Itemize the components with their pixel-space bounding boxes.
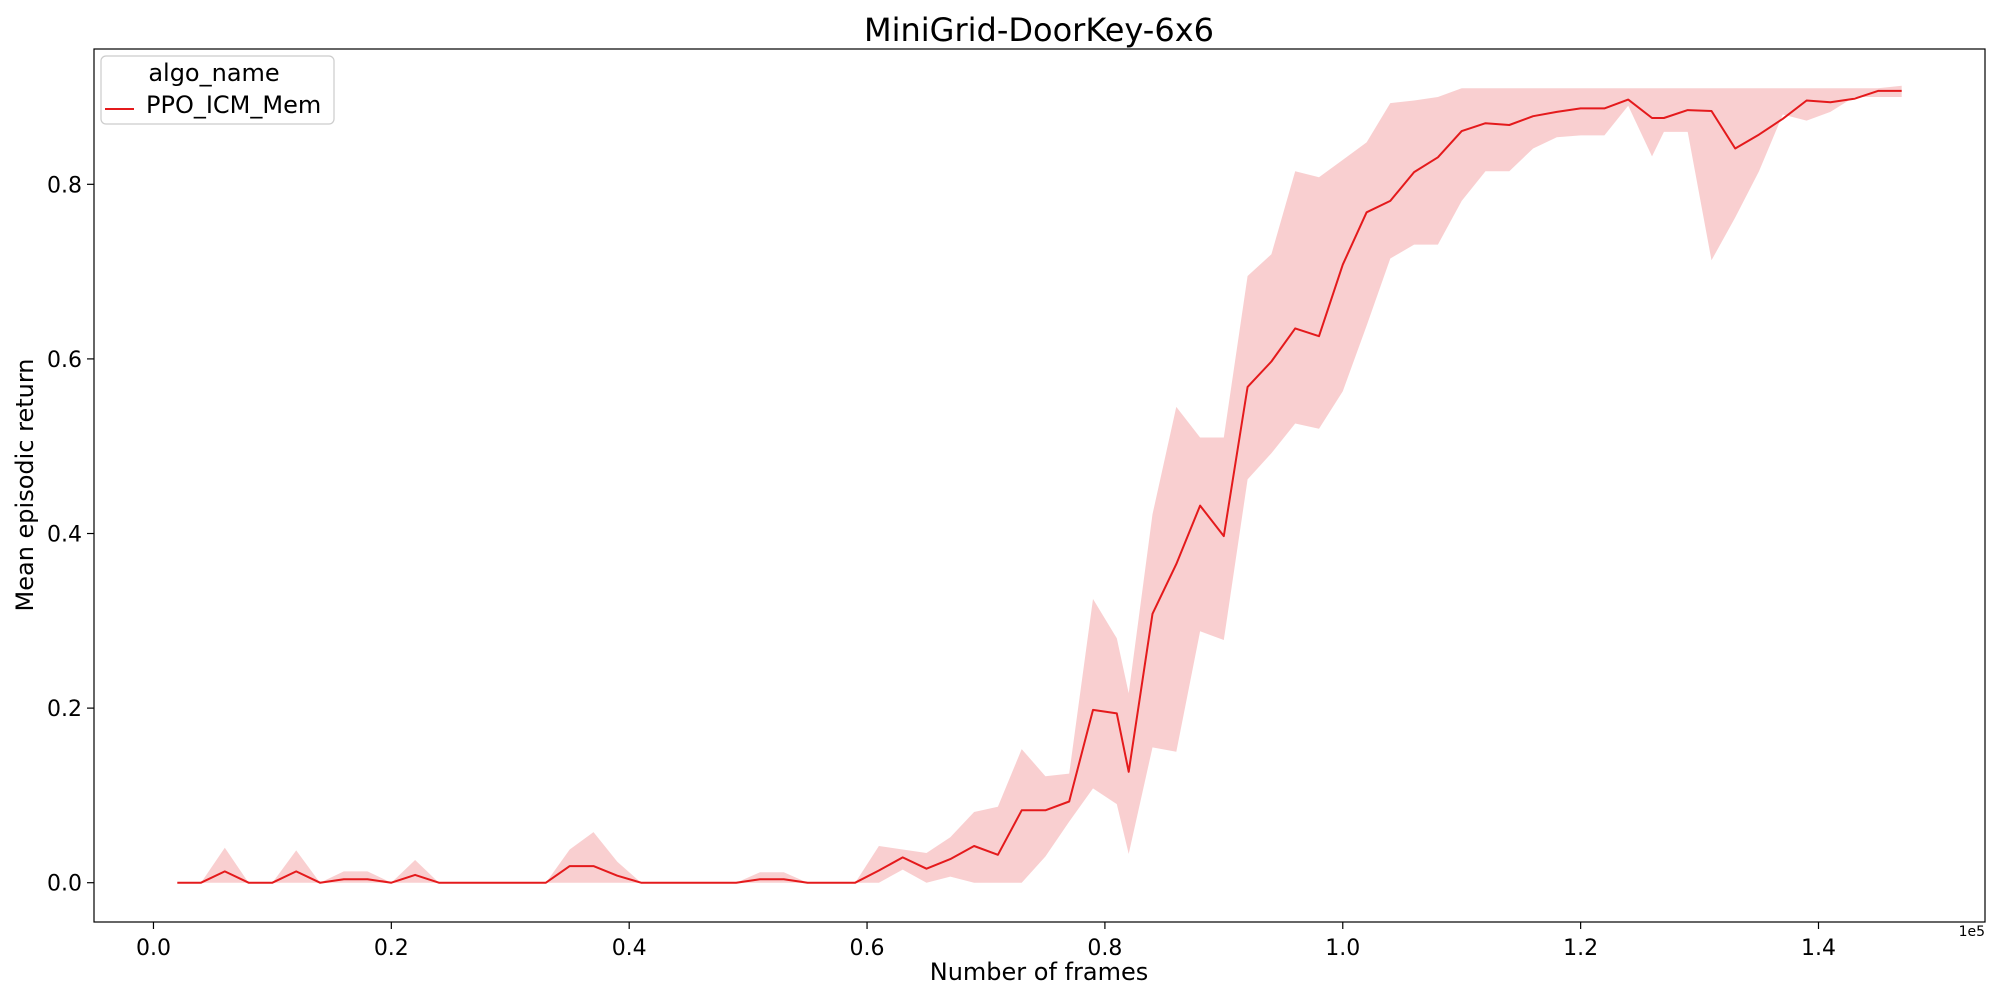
x-tick-label: 0.8 <box>1087 936 1122 961</box>
legend-entry-label: PPO_ICM_Mem <box>146 91 321 119</box>
x-tick-label: 1.4 <box>1801 936 1836 961</box>
series-0-confidence-band <box>177 85 1902 883</box>
x-tick-label: 0.0 <box>136 936 171 961</box>
plot-frame <box>93 48 1986 923</box>
chart-title: MiniGrid-DoorKey-6x6 <box>864 11 1214 49</box>
x-tick-label: 0.4 <box>612 936 647 961</box>
legend: algo_name PPO_ICM_Mem <box>100 55 335 125</box>
legend-box <box>100 55 335 125</box>
x-axis-label: Number of frames <box>930 958 1148 986</box>
x-tick-label: 1.0 <box>1325 936 1360 961</box>
legend-title: algo_name <box>148 59 279 87</box>
x-tick-label: 0.2 <box>374 936 409 961</box>
y-tick-label: 0.6 <box>47 348 82 373</box>
y-axis-label: Mean episodic return <box>11 359 39 612</box>
y-tick-label: 0.4 <box>47 523 82 548</box>
x-tick-label: 0.6 <box>850 936 885 961</box>
y-axis: 0.0 0.2 0.4 0.6 0.8 <box>47 173 94 897</box>
y-tick-label: 0.0 <box>47 872 82 897</box>
x-axis-offset-label: 1e5 <box>1959 924 1985 940</box>
series-0-line <box>177 89 1902 884</box>
plot-area <box>177 85 1902 884</box>
x-axis: 0.0 0.2 0.4 0.6 0.8 1.0 1.2 1.4 <box>136 922 1836 961</box>
y-tick-label: 0.2 <box>47 697 82 722</box>
x-tick-label: 1.2 <box>1563 936 1598 961</box>
y-tick-label: 0.8 <box>47 173 82 198</box>
